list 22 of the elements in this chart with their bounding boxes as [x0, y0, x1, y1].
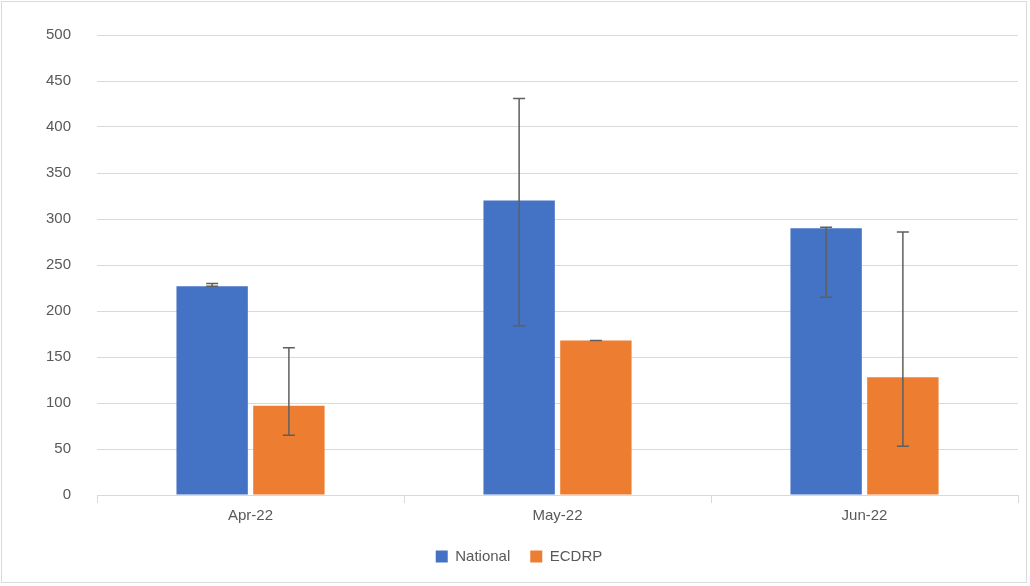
bar	[176, 286, 248, 495]
legend-label: ECDRP	[549, 546, 603, 564]
y-tick-label: 100	[46, 393, 72, 411]
bar	[790, 228, 862, 495]
y-tick-label: 250	[46, 255, 72, 273]
bar	[867, 377, 939, 495]
x-tick-label: Jun-22	[841, 506, 888, 524]
y-tick-label: 150	[46, 347, 72, 365]
bar	[253, 405, 325, 495]
bar	[483, 200, 555, 495]
y-tick-label: 300	[46, 209, 72, 227]
y-tick-label: 0	[62, 485, 72, 503]
y-tick-label: 400	[46, 117, 72, 135]
y-tick-label: 350	[46, 163, 72, 181]
y-tick-label: 200	[46, 301, 72, 319]
legend-label: National	[455, 546, 511, 564]
y-tick-label: 500	[46, 25, 72, 43]
y-tick-label: 50	[54, 439, 72, 457]
bar	[560, 340, 632, 495]
y-tick-label: 450	[46, 71, 72, 89]
x-tick-label: Apr-22	[228, 506, 274, 524]
x-tick-label: May-22	[532, 506, 583, 524]
